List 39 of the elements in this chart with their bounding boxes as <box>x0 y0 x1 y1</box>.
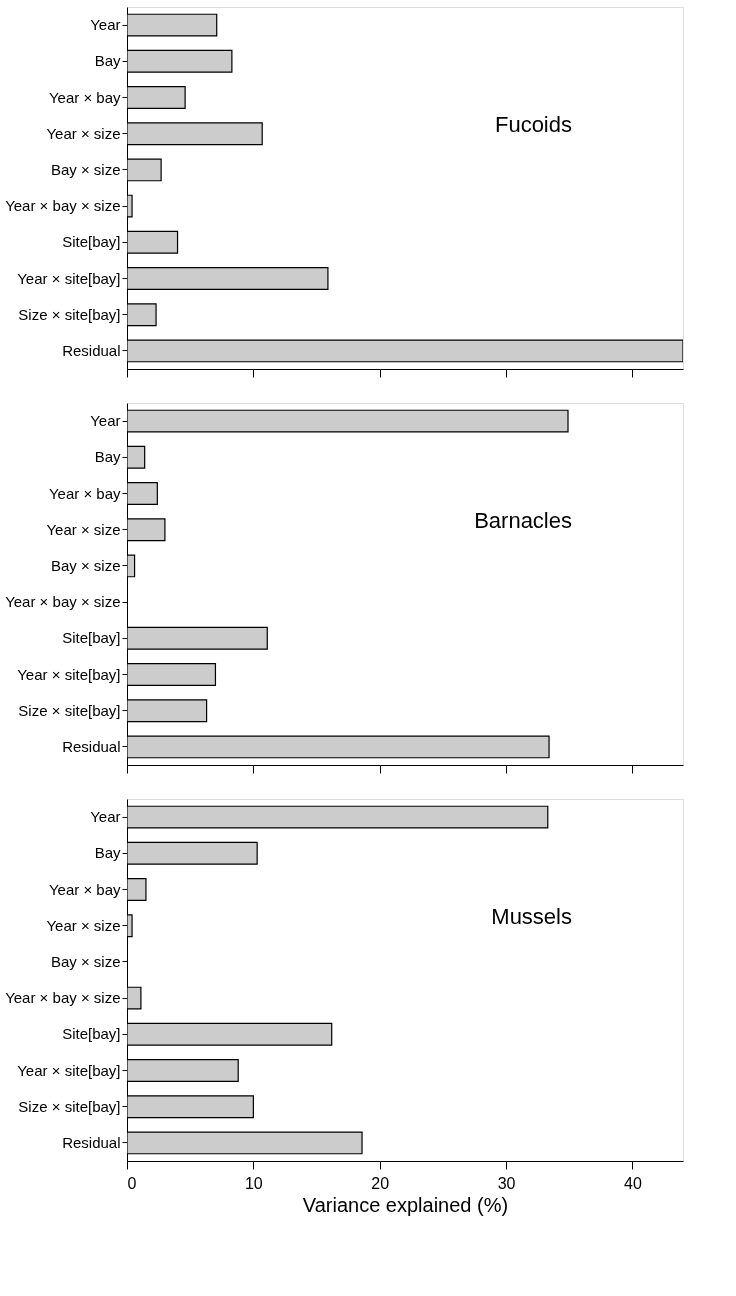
y-tick-label: Year <box>90 808 121 826</box>
y-tick-label: Residual <box>62 1133 121 1151</box>
y-tick-label: Residual <box>62 341 121 359</box>
y-tick-label: Site[bay] <box>62 629 121 647</box>
y-tick-label: Size × site[bay] <box>18 1097 121 1115</box>
y-tick-label: Residual <box>62 737 121 755</box>
y-tick-label: Year × bay <box>48 484 121 502</box>
y-tick-label: Site[bay] <box>62 233 121 251</box>
x-tick-label: 20 <box>371 1174 390 1192</box>
y-tick-label: Year × size <box>46 520 121 538</box>
y-tick-label: Year × bay × size <box>5 989 121 1007</box>
y-tick-label: Year × bay <box>48 88 121 106</box>
y-tick-label: Year <box>90 412 121 430</box>
y-tick-label: Bay <box>94 448 121 466</box>
y-tick-label: Bay × size <box>50 160 121 178</box>
annotation: Fucoids <box>494 112 572 137</box>
x-tick-label: 0 <box>127 1174 137 1192</box>
x-tick-label: 30 <box>497 1174 516 1192</box>
y-tick-label: Year × site[bay] <box>17 1061 121 1079</box>
x-tick-label: 10 <box>244 1174 263 1192</box>
annotation: Barnacles <box>474 508 572 533</box>
y-tick-label: Year × bay × size <box>5 593 121 611</box>
y-tick-label: Year <box>90 16 121 34</box>
y-tick-label: Year × site[bay] <box>17 269 121 287</box>
y-tick-label: Size × site[bay] <box>18 701 121 719</box>
y-tick-label: Site[bay] <box>62 1025 121 1043</box>
x-tick-label: 40 <box>624 1174 642 1192</box>
x-axis-title: Variance explained (%) <box>302 1193 509 1216</box>
y-tick-label: Year × site[bay] <box>17 665 121 683</box>
y-tick-label: Bay × size <box>50 556 121 574</box>
annotation: Mussels <box>491 904 572 929</box>
y-tick-label: Bay × size <box>50 952 121 970</box>
y-tick-label: Year × size <box>46 124 121 142</box>
y-tick-label: Bay <box>94 52 121 70</box>
y-tick-label: Size × site[bay] <box>18 305 121 323</box>
y-tick-label: Year × bay × size <box>5 197 121 215</box>
y-tick-label: Year × size <box>46 916 121 934</box>
y-tick-label: Year × bay <box>48 880 121 898</box>
y-tick-label: Bay <box>94 844 121 862</box>
